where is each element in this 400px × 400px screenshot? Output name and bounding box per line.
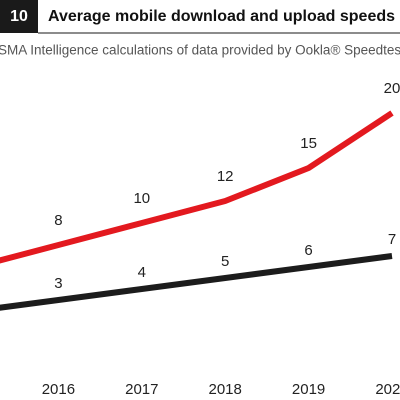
series-line xyxy=(0,110,394,264)
data-label: 15 xyxy=(300,135,317,152)
x-tick-label: 2016 xyxy=(42,381,75,398)
x-tick-label: 2019 xyxy=(292,381,325,398)
x-tick-label: 2018 xyxy=(209,381,242,398)
series-line xyxy=(0,253,393,311)
data-label: 7 xyxy=(388,231,396,248)
chart-title: Average mobile download and upload speed… xyxy=(48,8,395,25)
data-label: 3 xyxy=(54,275,62,292)
chart-subtitle: SMA Intelligence calculations of data pr… xyxy=(0,43,400,58)
data-label: 8 xyxy=(54,212,62,229)
data-label: 10 xyxy=(133,190,150,207)
data-label: 5 xyxy=(221,253,229,270)
data-label: 20 xyxy=(384,80,400,97)
data-label: 12 xyxy=(217,168,234,185)
data-label: 6 xyxy=(304,242,312,259)
x-tick-label: 2020 xyxy=(375,381,400,398)
figure-badge xyxy=(0,0,38,33)
data-label: 4 xyxy=(138,264,146,281)
figure-number: 10 xyxy=(10,8,28,25)
x-tick-label: 2017 xyxy=(125,381,158,398)
